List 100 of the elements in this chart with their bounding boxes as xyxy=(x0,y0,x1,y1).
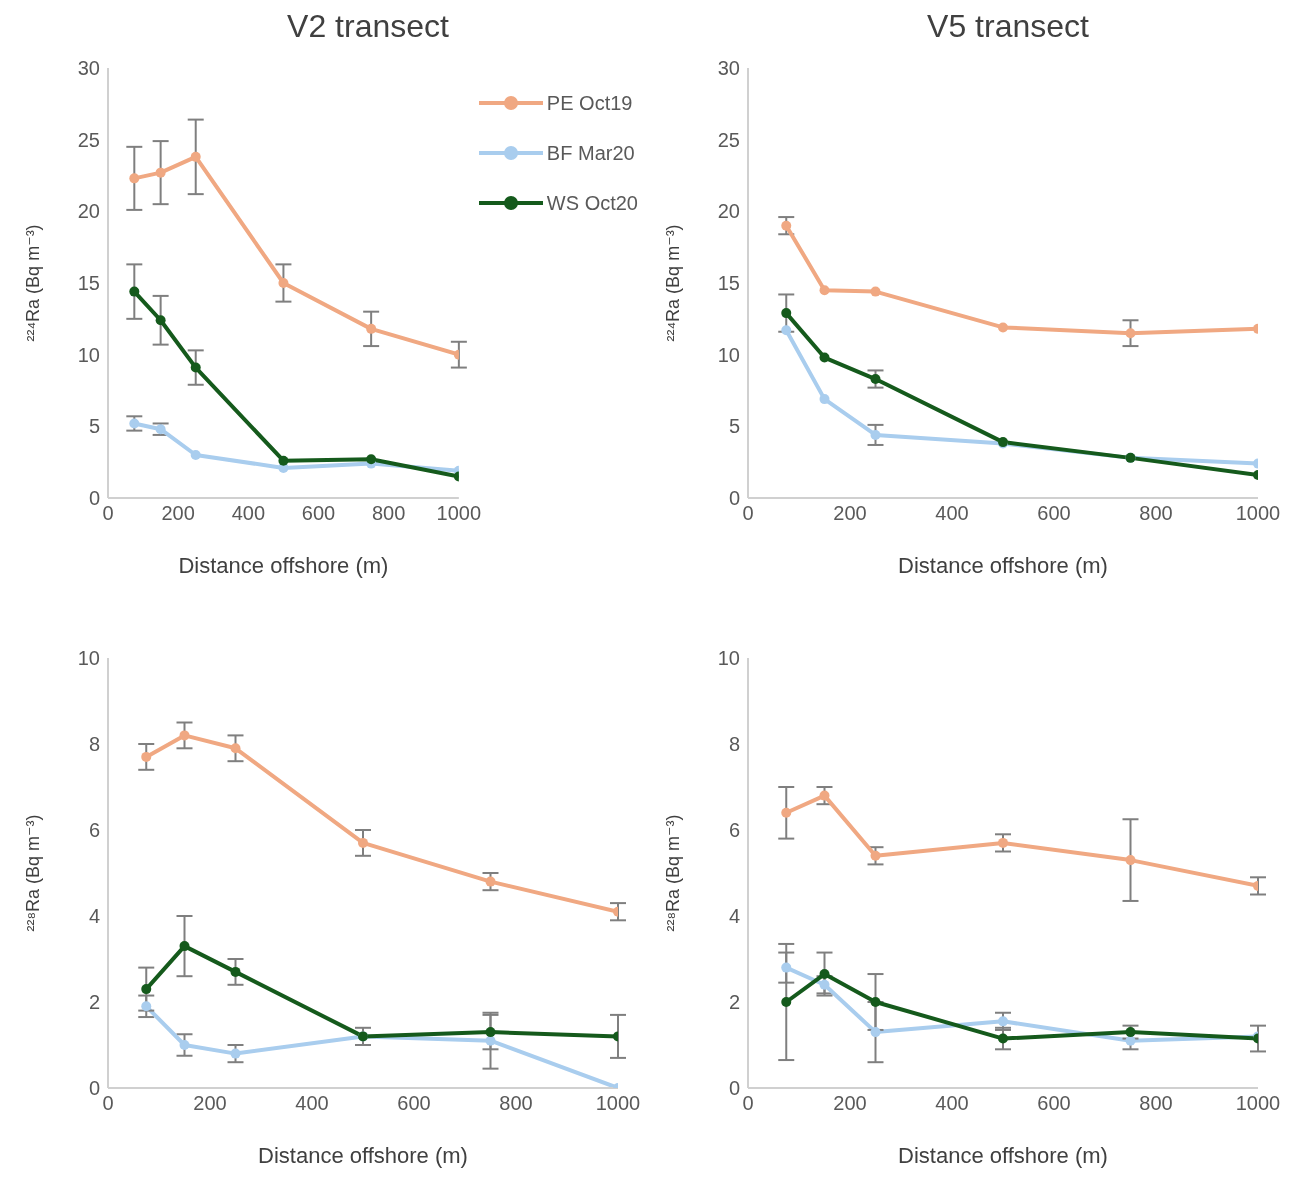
point xyxy=(366,323,377,334)
point xyxy=(230,1048,241,1059)
y-tick-label: 10 xyxy=(77,343,100,366)
legend-label: WS Oct20 xyxy=(546,191,638,215)
point xyxy=(819,285,830,296)
x-tick-label: 200 xyxy=(833,1092,867,1115)
point xyxy=(870,997,881,1007)
x-tick-label: 400 xyxy=(935,502,969,525)
x-tick-label: 200 xyxy=(193,1092,227,1115)
point xyxy=(485,876,496,887)
x-axis-title: Distance offshore (m) xyxy=(178,553,389,578)
y-tick-label: 4 xyxy=(88,905,100,928)
point xyxy=(870,286,881,297)
y-tick-label: 8 xyxy=(728,733,740,756)
point xyxy=(179,730,190,741)
point xyxy=(155,424,166,435)
y-tick-label: 25 xyxy=(717,128,740,151)
chart-title: V5 transect xyxy=(926,8,1090,46)
x-tick-label: 600 xyxy=(301,502,336,525)
y-tick-label: 6 xyxy=(88,819,100,842)
point xyxy=(1125,855,1136,866)
y-tick-label: 0 xyxy=(88,487,100,510)
point xyxy=(781,220,792,231)
point xyxy=(870,850,881,861)
y-tick-label: 10 xyxy=(717,343,740,366)
y-tick-label: 5 xyxy=(88,415,100,438)
x-tick-label: 0 xyxy=(102,1092,114,1115)
y-tick-label: 30 xyxy=(77,57,100,80)
x-axis-title: Distance offshore (m) xyxy=(258,1143,468,1168)
y-tick-label: 0 xyxy=(728,1077,740,1100)
point xyxy=(141,751,152,762)
point xyxy=(358,837,368,848)
x-tick-label: 800 xyxy=(1139,1092,1173,1115)
point xyxy=(230,966,241,977)
x-tick-label: 200 xyxy=(161,502,195,525)
y-tick-label: 4 xyxy=(728,905,740,928)
point xyxy=(155,315,166,326)
x-tick-label: 600 xyxy=(1037,502,1071,525)
x-tick-label: 600 xyxy=(397,1092,431,1115)
x-tick-label: 600 xyxy=(1037,1092,1071,1115)
point xyxy=(129,418,140,429)
y-axis-title: ²²⁸Ra (Bq m⁻³) xyxy=(23,814,44,932)
point xyxy=(819,394,830,405)
x-tick-label: 1000 xyxy=(436,502,482,525)
y-axis-title: ²²⁸Ra (Bq m⁻³) xyxy=(663,814,684,932)
y-tick-label: 10 xyxy=(717,647,740,670)
point xyxy=(781,325,792,336)
point xyxy=(179,1040,190,1050)
point xyxy=(278,278,289,288)
x-axis-title: Distance offshore (m) xyxy=(898,553,1108,578)
y-axis-title: ²²⁴Ra (Bq m⁻³) xyxy=(23,224,44,342)
y-tick-label: 15 xyxy=(717,272,740,295)
y-axis-title: ²²⁴Ra (Bq m⁻³) xyxy=(663,224,684,342)
y-tick-label: 0 xyxy=(728,487,740,510)
point xyxy=(485,1027,496,1038)
point xyxy=(230,743,241,754)
point xyxy=(819,790,830,801)
y-tick-label: 0 xyxy=(88,1077,100,1100)
point xyxy=(179,941,190,952)
point xyxy=(129,286,140,297)
x-tick-label: 0 xyxy=(742,1092,754,1115)
y-tick-label: 25 xyxy=(77,128,100,151)
x-tick-label: 400 xyxy=(295,1092,329,1115)
legend-label: PE Oct19 xyxy=(546,91,633,115)
point xyxy=(129,173,140,184)
point xyxy=(998,1033,1008,1044)
x-tick-label: 0 xyxy=(742,502,754,525)
point xyxy=(781,997,792,1007)
x-tick-label: 800 xyxy=(1139,502,1173,525)
x-tick-label: 1000 xyxy=(595,1092,641,1115)
x-tick-label: 1000 xyxy=(1235,502,1281,525)
x-tick-label: 400 xyxy=(935,1092,969,1115)
point xyxy=(141,984,152,995)
point xyxy=(190,362,201,373)
chart-title: V2 transect xyxy=(286,8,450,46)
y-tick-label: 15 xyxy=(77,272,100,295)
point xyxy=(781,962,792,973)
y-tick-label: 10 xyxy=(77,647,100,670)
point xyxy=(1125,1027,1136,1038)
point xyxy=(819,352,830,363)
x-tick-label: 400 xyxy=(231,502,266,525)
x-tick-label: 200 xyxy=(833,502,867,525)
y-tick-label: 2 xyxy=(728,991,740,1014)
y-tick-label: 6 xyxy=(728,819,740,842)
point xyxy=(1125,328,1136,339)
point xyxy=(278,455,289,466)
point xyxy=(781,807,792,818)
y-tick-label: 8 xyxy=(88,733,100,756)
x-tick-label: 0 xyxy=(102,502,114,525)
y-tick-label: 20 xyxy=(717,200,740,223)
point xyxy=(870,374,881,385)
y-tick-label: 20 xyxy=(77,200,100,223)
x-tick-label: 1000 xyxy=(1235,1092,1281,1115)
y-tick-label: 5 xyxy=(728,415,740,438)
x-tick-label: 800 xyxy=(372,502,406,525)
point xyxy=(781,308,792,319)
legend-label: BF Mar20 xyxy=(546,141,635,165)
point xyxy=(155,167,166,178)
point xyxy=(998,837,1008,848)
point xyxy=(819,969,830,980)
